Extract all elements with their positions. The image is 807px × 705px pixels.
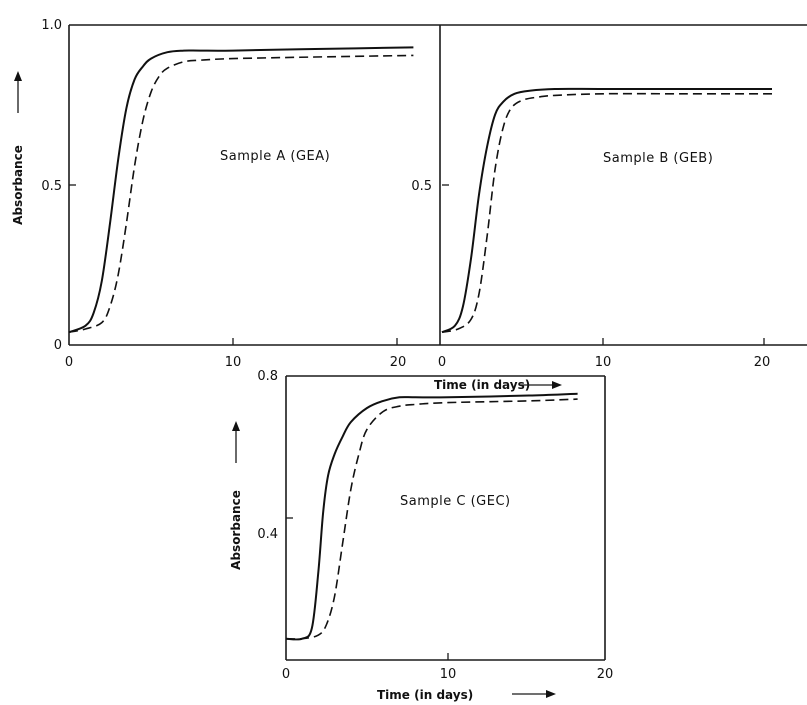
panel-c-xlabel-arrow — [512, 690, 556, 698]
panel-b-series-solid — [441, 87, 772, 334]
panel-a-ytick-1-0: 1.0 — [41, 18, 62, 33]
panel-a-sample-label: Sample A (GEA) — [220, 149, 330, 164]
panel-c-xtick-20: 20 — [597, 667, 614, 682]
panel-c-ytick-0-4: 0.4 — [257, 527, 278, 542]
panel-c-sample-label: Sample C (GEC) — [400, 494, 511, 509]
panel-b-xtick-20: 20 — [754, 355, 771, 370]
panel-b-ytick-0-5: 0.5 — [411, 179, 432, 194]
panel-b-xlabel-arrow — [520, 381, 562, 389]
panel-a-series-solid — [68, 46, 414, 334]
panel-a-ytick-0-5: 0.5 — [41, 179, 62, 194]
panel-c-plot — [285, 392, 578, 660]
panel-c-xtick-0: 0 — [282, 667, 290, 682]
panel-a-ylabel-arrow — [14, 71, 22, 113]
panel-a-ylabel-group: Absorbance — [11, 145, 25, 225]
panel-c-xlabel: Time (in days) — [377, 688, 473, 702]
panel-c-ytick-0-8: 0.8 — [257, 369, 278, 384]
panel-c-ylabel-arrow — [232, 421, 240, 463]
panel-a-ylabel: Absorbance — [11, 145, 25, 225]
panel-c-xtick-10: 10 — [440, 667, 457, 682]
panel-b-xtick-0: 0 — [438, 355, 446, 370]
panel-a-xtick-20: 20 — [390, 355, 407, 370]
panel-sample-b: 0.5 0 10 20 Sample B (GEB) Time (in days… — [411, 24, 807, 392]
panel-b-series-dashed — [441, 92, 772, 333]
panel-a-ytick-0: 0 — [54, 338, 62, 353]
panel-sample-c: 0.4 0.8 0 10 20 Sample C (GEC) Absorbanc… — [229, 369, 613, 702]
panel-b-sample-label: Sample B (GEB) — [603, 151, 713, 166]
panel-c-series-solid — [285, 392, 578, 641]
panel-a-series-dashed — [68, 54, 414, 333]
panel-a-plot — [68, 46, 414, 345]
panel-b-xlabel: Time (in days) — [434, 378, 530, 392]
panel-b-plot — [441, 87, 772, 345]
panel-a-xtick-0: 0 — [65, 355, 73, 370]
panel-c-ylabel: Absorbance — [229, 490, 243, 570]
panel-c-series-dashed — [285, 398, 578, 640]
panel-c-ylabel-group: Absorbance — [229, 490, 243, 570]
panel-sample-a: 0 0.5 1.0 0 10 20 Sample A (GEA) Absorba… — [11, 18, 441, 370]
panel-a-xtick-10: 10 — [225, 355, 242, 370]
panel-b-xtick-10: 10 — [595, 355, 612, 370]
